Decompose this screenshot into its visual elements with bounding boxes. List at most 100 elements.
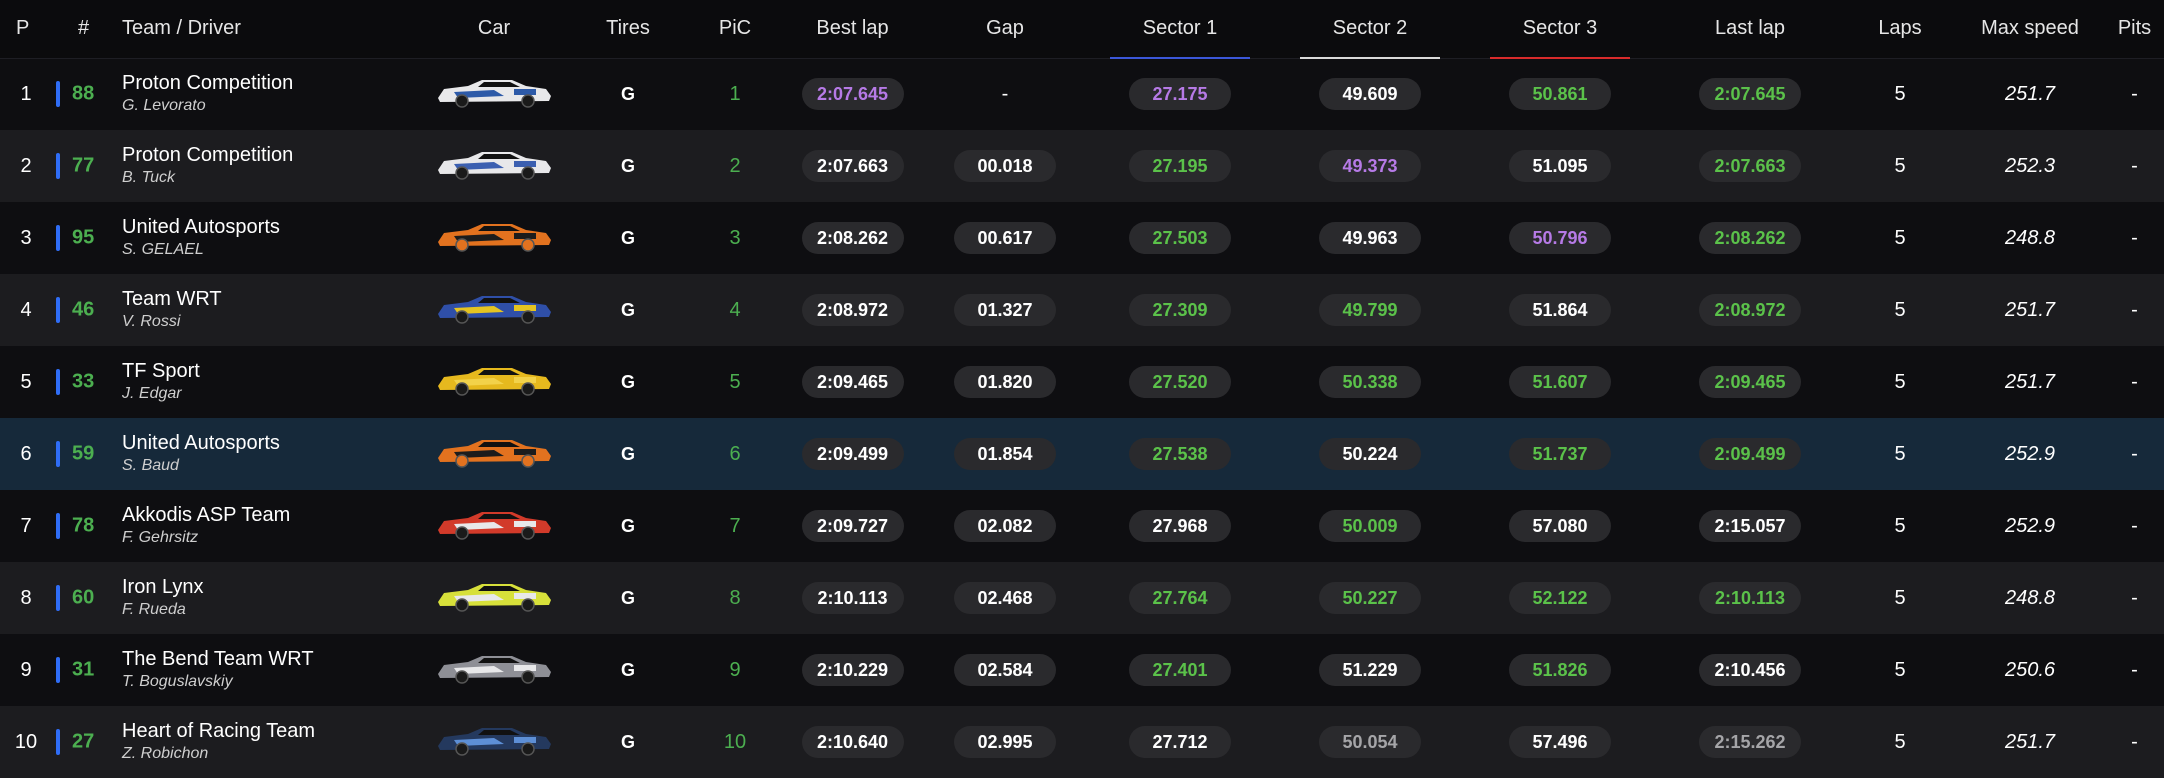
header-gap[interactable]: Gap	[925, 0, 1085, 59]
table-row[interactable]: 6 59 United Autosports S. Baud G 6 2:09.…	[0, 418, 2164, 490]
sector-1-time: 27.503	[1129, 222, 1231, 254]
position-in-class: 5	[729, 370, 741, 393]
sector-1-color-line	[1110, 56, 1250, 59]
team-driver-cell[interactable]: Heart of Racing Team Z. Robichon	[114, 706, 422, 778]
team-name: Akkodis ASP Team	[122, 504, 291, 526]
sector-2-time: 50.009	[1319, 510, 1421, 542]
position: 4	[20, 298, 32, 321]
laps: 5	[1894, 658, 1906, 681]
table-row[interactable]: 4 46 Team WRT V. Rossi G 4 2:08.972 01.3…	[0, 274, 2164, 346]
class-color-bar	[56, 225, 60, 251]
gap: 02.995	[954, 726, 1056, 758]
header-pic[interactable]: PiC	[690, 0, 780, 59]
team-name: Heart of Racing Team	[122, 720, 316, 742]
tire-compound: G	[620, 83, 635, 104]
race-car-icon	[438, 368, 551, 396]
sector-3-time: 57.496	[1509, 726, 1611, 758]
race-car-icon	[438, 584, 551, 612]
table-row[interactable]: 1 88 Proton Competition G. Levorato G 1 …	[0, 58, 2164, 130]
laps-cell: 5	[1845, 418, 1955, 490]
sector-1-time: 27.175	[1129, 78, 1231, 111]
max-speed-cell: 251.7	[1955, 706, 2105, 778]
car-number: 95	[72, 226, 95, 249]
team-driver-cell[interactable]: Iron Lynx F. Rueda	[114, 562, 422, 634]
sector-1-time-cell: 27.309	[1085, 274, 1275, 346]
team-driver-cell[interactable]: United Autosports S. Baud	[114, 418, 422, 490]
sector-3-color-line	[1490, 56, 1630, 59]
gap: 02.468	[954, 582, 1056, 614]
pits-cell: -	[2105, 58, 2164, 130]
best-lap: 2:08.262	[801, 222, 904, 254]
gap: 02.584	[954, 654, 1056, 686]
gap-cell: -	[925, 58, 1085, 130]
driver-name: Z. Robichon	[122, 745, 209, 762]
position: 6	[20, 442, 32, 465]
class-color-bar	[56, 585, 60, 611]
car-number-cell: 31	[52, 634, 114, 706]
header-car-number[interactable]: #	[52, 0, 114, 59]
header-sector-1[interactable]: Sector 1	[1085, 0, 1275, 59]
header-position[interactable]: P	[0, 0, 52, 59]
laps-cell: 5	[1845, 202, 1955, 274]
pits-cell: -	[2105, 706, 2164, 778]
header-sector-1-label: Sector 1	[1142, 17, 1218, 40]
team-name: Team WRT	[122, 288, 222, 310]
table-row[interactable]: 9 31 The Bend Team WRT T. Boguslavskiy G…	[0, 634, 2164, 706]
header-laps[interactable]: Laps	[1845, 0, 1955, 59]
class-color-bar	[56, 513, 60, 539]
last-lap: 2:07.645	[1699, 78, 1801, 111]
max-speed: 252.9	[2004, 514, 2056, 537]
race-car-icon	[438, 656, 551, 684]
header-best-lap[interactable]: Best lap	[780, 0, 925, 59]
sector-1-time-cell: 27.401	[1085, 634, 1275, 706]
gap: 02.082	[954, 510, 1056, 542]
team-driver-cell[interactable]: Team WRT V. Rossi	[114, 274, 422, 346]
team-driver-cell[interactable]: The Bend Team WRT T. Boguslavskiy	[114, 634, 422, 706]
table-row[interactable]: 7 78 Akkodis ASP Team F. Gehrsitz G 7 2:…	[0, 490, 2164, 562]
car-number-cell: 95	[52, 202, 114, 274]
race-car-icon	[438, 440, 551, 468]
header-sector-2[interactable]: Sector 2	[1275, 0, 1465, 59]
pic-cell: 3	[690, 202, 780, 274]
header-max-speed[interactable]: Max speed	[1955, 0, 2105, 59]
team-driver-cell[interactable]: Akkodis ASP Team F. Gehrsitz	[114, 490, 422, 562]
sector-2-time-cell: 49.799	[1275, 274, 1465, 346]
driver-name: G. Levorato	[122, 97, 206, 115]
header-sector-3[interactable]: Sector 3	[1465, 0, 1655, 59]
team-driver-cell[interactable]: Proton Competition G. Levorato	[114, 58, 422, 130]
table-row[interactable]: 2 77 Proton Competition B. Tuck G 2 2:07…	[0, 130, 2164, 202]
laps: 5	[1894, 82, 1906, 105]
last-lap: 2:09.499	[1699, 438, 1801, 470]
tire-compound: G	[620, 731, 635, 752]
header-car[interactable]: Car	[422, 0, 566, 59]
team-driver-cell[interactable]: United Autosports S. GELAEL	[114, 202, 422, 274]
position-in-class: 6	[729, 442, 741, 465]
table-row[interactable]: 5 33 TF Sport J. Edgar G 5 2:09.465 01.8…	[0, 346, 2164, 418]
table-row[interactable]: 8 60 Iron Lynx F. Rueda G 8 2:10.113 02.…	[0, 562, 2164, 634]
car-number-cell: 78	[52, 490, 114, 562]
sector-1-time-cell: 27.195	[1085, 130, 1275, 202]
pic-cell: 2	[690, 130, 780, 202]
laps: 5	[1894, 154, 1906, 177]
max-speed: 248.8	[2004, 586, 2056, 609]
team-driver-cell[interactable]: TF Sport J. Edgar	[114, 346, 422, 418]
car-number: 33	[72, 370, 95, 393]
sector-1-time-cell: 27.712	[1085, 706, 1275, 778]
pic-cell: 8	[690, 562, 780, 634]
position-in-class: 8	[729, 586, 741, 609]
sector-3-time-cell: 57.496	[1465, 706, 1655, 778]
header-tires[interactable]: Tires	[566, 0, 690, 59]
header-pits[interactable]: Pits	[2105, 0, 2164, 59]
table-row[interactable]: 3 95 United Autosports S. GELAEL G 3 2:0…	[0, 202, 2164, 274]
last-lap: 2:10.113	[1699, 582, 1801, 614]
pits-cell: -	[2105, 130, 2164, 202]
max-speed-cell: 252.9	[1955, 418, 2105, 490]
team-driver-cell[interactable]: Proton Competition B. Tuck	[114, 130, 422, 202]
header-team-driver[interactable]: Team / Driver	[114, 0, 422, 59]
best-lap-cell: 2:07.663	[780, 130, 925, 202]
table-row[interactable]: 10 27 Heart of Racing Team Z. Robichon G…	[0, 706, 2164, 778]
last-lap-cell: 2:09.499	[1655, 418, 1845, 490]
laps-cell: 5	[1845, 490, 1955, 562]
header-last-lap[interactable]: Last lap	[1655, 0, 1845, 59]
last-lap: 2:15.057	[1699, 510, 1801, 542]
